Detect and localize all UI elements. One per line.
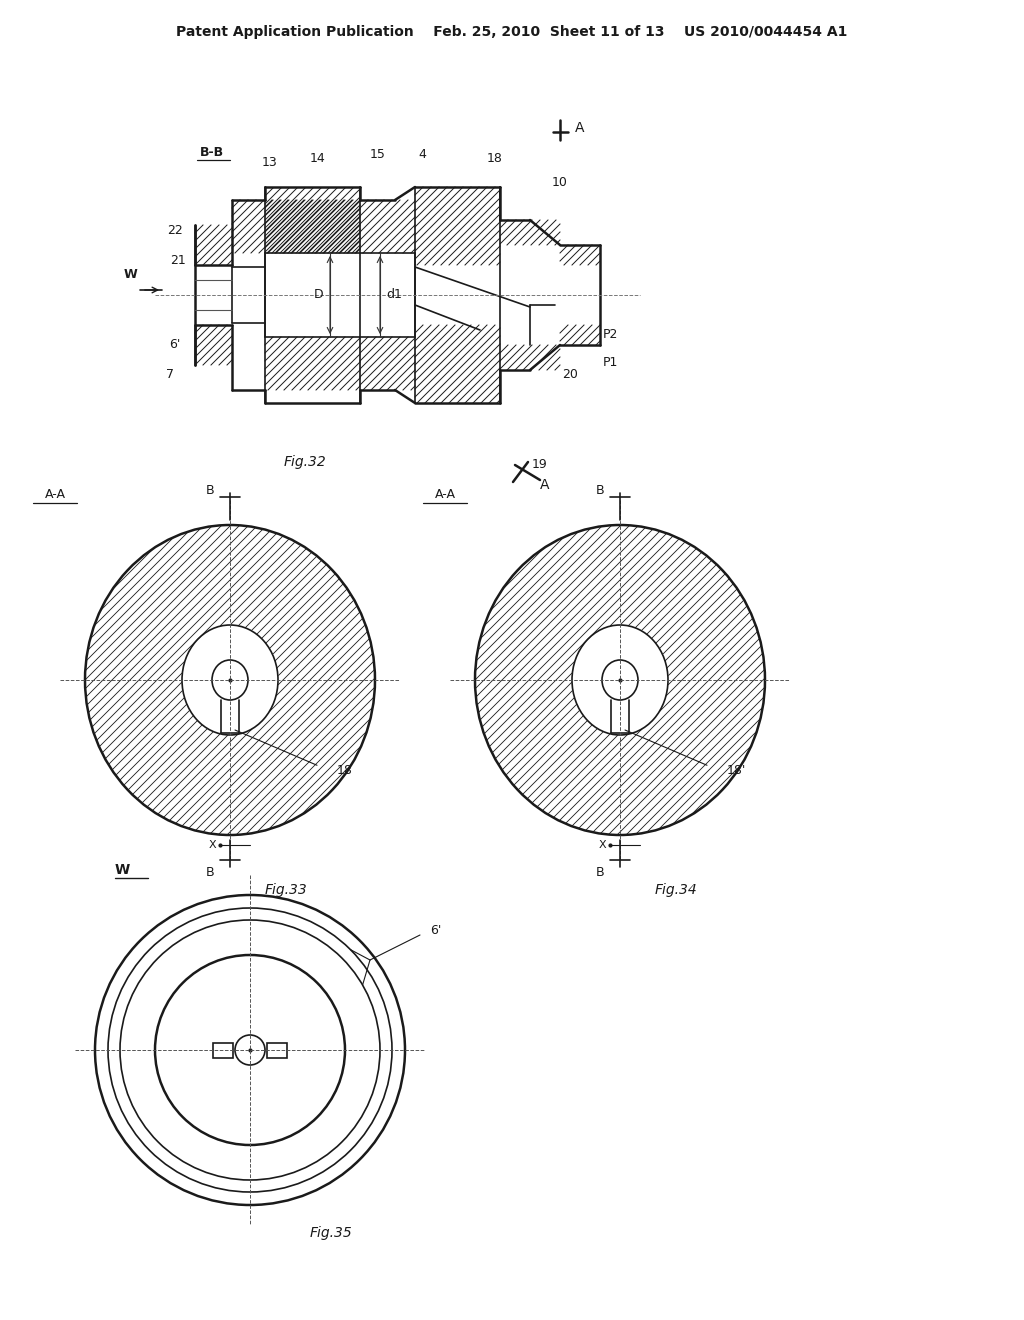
Text: B-B: B-B [200,145,224,158]
Text: 14: 14 [310,152,326,165]
Text: Fig.33: Fig.33 [265,883,308,898]
Text: W: W [115,863,130,876]
Text: A: A [575,121,585,135]
Text: 22: 22 [167,223,183,236]
Text: 6': 6' [430,924,441,936]
Text: A: A [541,478,550,492]
Text: d1: d1 [386,289,402,301]
Text: W: W [123,268,137,281]
Bar [213,1043,233,1057]
Text: 7: 7 [166,368,174,381]
Text: B: B [596,866,604,879]
Text: 18: 18 [337,764,353,776]
Text: 20: 20 [562,368,578,381]
Text: P1: P1 [602,355,617,368]
Text: 19: 19 [532,458,548,471]
Text: A-A: A-A [44,488,66,502]
Text: 13: 13 [262,156,278,169]
Text: Patent Application Publication    Feb. 25, 2010  Sheet 11 of 13    US 2010/00444: Patent Application Publication Feb. 25, … [176,25,848,40]
Text: B: B [596,483,604,496]
Text: 21: 21 [170,253,186,267]
Text: 18': 18' [727,764,746,776]
Text: 18: 18 [487,152,503,165]
Text: 4: 4 [418,148,426,161]
Text: Fig.35: Fig.35 [310,1226,352,1239]
Text: 6': 6' [169,338,180,351]
Text: X: X [208,840,216,850]
Text: Fig.34: Fig.34 [655,883,697,898]
Text: 15: 15 [370,148,386,161]
Text: A-A: A-A [434,488,456,502]
Text: B: B [206,483,214,496]
Text: B: B [206,866,214,879]
Text: 10: 10 [552,176,568,189]
Text: P2: P2 [602,329,617,342]
Text: D: D [314,289,324,301]
Text: X: X [598,840,606,850]
Text: Fig.32: Fig.32 [284,455,327,469]
Bar [267,1043,287,1057]
